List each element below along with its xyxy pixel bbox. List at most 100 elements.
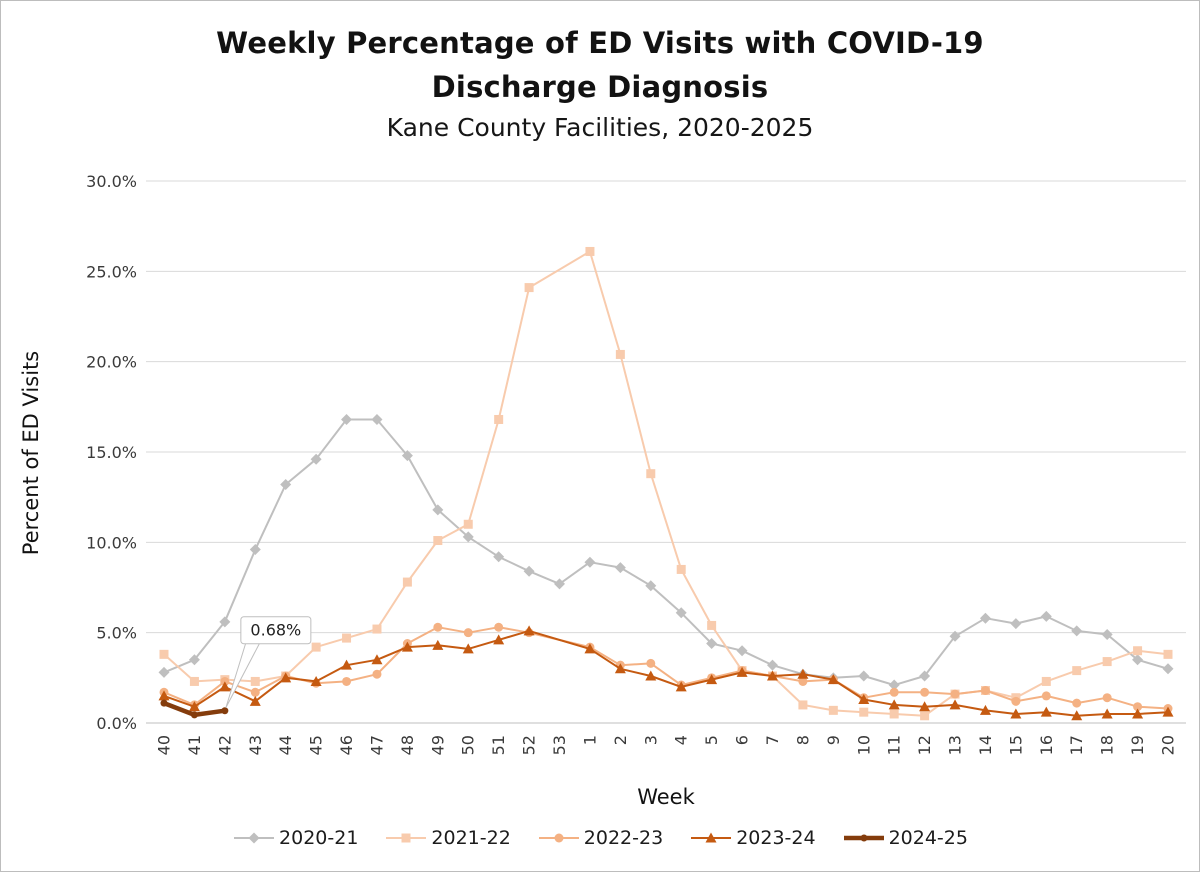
series-markers-2024-25 bbox=[160, 699, 229, 719]
marker-square-icon bbox=[707, 620, 717, 630]
marker-square-icon bbox=[159, 649, 169, 659]
marker-diamond-icon bbox=[341, 413, 353, 425]
marker-triangle-icon bbox=[249, 695, 261, 706]
marker-square-icon bbox=[524, 283, 534, 293]
marker-square-icon bbox=[585, 246, 595, 256]
marker-dot-icon bbox=[160, 699, 168, 707]
y-tick-label: 25.0% bbox=[86, 262, 137, 281]
marker-triangle-icon bbox=[584, 643, 596, 654]
annotation-label: 0.68% bbox=[250, 621, 301, 640]
legend-marker-diamond-icon bbox=[234, 832, 275, 844]
x-tick-label: 17 bbox=[1067, 735, 1086, 755]
x-tick-label: 9 bbox=[824, 735, 843, 745]
marker-circle-icon bbox=[250, 687, 260, 697]
marker-square-icon bbox=[401, 833, 411, 843]
chart-legend: 2020-21 2021-22 2022-23 2023-24 2024-25 bbox=[1, 827, 1199, 849]
marker-triangle-icon bbox=[1010, 708, 1022, 719]
x-tick-label: 2 bbox=[611, 735, 630, 745]
marker-square-icon bbox=[189, 676, 199, 686]
x-tick-label: 46 bbox=[337, 735, 356, 755]
x-tick-label: 18 bbox=[1098, 735, 1117, 755]
legend-item-2022-23: 2022-23 bbox=[537, 827, 663, 849]
marker-triangle-icon bbox=[1132, 708, 1144, 719]
marker-triangle-icon bbox=[949, 699, 961, 710]
legend-label: 2020-21 bbox=[279, 827, 359, 849]
marker-diamond-icon bbox=[1132, 654, 1144, 666]
callout-box bbox=[240, 616, 312, 645]
x-tick-label: 50 bbox=[459, 735, 478, 755]
marker-triangle-icon bbox=[797, 668, 809, 679]
marker-square-icon bbox=[463, 519, 473, 529]
marker-diamond-icon bbox=[158, 666, 170, 678]
marker-diamond-icon bbox=[248, 832, 260, 844]
marker-diamond-icon bbox=[919, 670, 931, 682]
marker-triangle-icon bbox=[493, 634, 505, 645]
marker-triangle-icon bbox=[1162, 706, 1174, 717]
x-tick-label: 52 bbox=[520, 735, 539, 755]
legend-item-2021-22: 2021-22 bbox=[384, 827, 511, 849]
marker-circle-icon bbox=[920, 687, 930, 697]
marker-square-icon bbox=[433, 536, 443, 546]
marker-square-icon bbox=[1041, 676, 1051, 686]
line-chart-plot-area: 0.0%5.0%10.0%15.0%20.0%25.0%30.0%40 41 42 4… bbox=[86, 172, 1186, 755]
marker-circle-icon bbox=[1102, 693, 1112, 703]
marker-triangle-icon bbox=[432, 639, 444, 650]
chart-subtitle: Kane County Facilities, 2020-2025 bbox=[386, 113, 814, 142]
marker-diamond-icon bbox=[675, 607, 687, 619]
y-tick-label: 5.0% bbox=[96, 624, 137, 643]
x-tick-label: 48 bbox=[398, 735, 417, 755]
marker-circle-icon bbox=[646, 658, 656, 668]
marker-triangle-icon bbox=[158, 690, 170, 701]
marker-square-icon bbox=[615, 349, 625, 359]
marker-diamond-icon bbox=[645, 580, 657, 592]
marker-circle-icon bbox=[433, 622, 443, 632]
marker-diamond-icon bbox=[249, 544, 261, 556]
marker-dot-icon bbox=[860, 834, 868, 842]
marker-triangle-icon bbox=[919, 701, 931, 712]
chart-header: Weekly Percentage of ED Visits with COVI… bbox=[1, 21, 1199, 142]
marker-square-icon bbox=[342, 633, 352, 643]
x-tick-label: 1 bbox=[580, 735, 599, 745]
marker-triangle-icon bbox=[1071, 710, 1083, 721]
marker-triangle-icon bbox=[341, 659, 353, 670]
legend-label: 2023-24 bbox=[736, 827, 816, 849]
y-tick-label: 10.0% bbox=[86, 533, 137, 552]
marker-triangle-icon bbox=[645, 670, 657, 681]
marker-triangle-icon bbox=[675, 681, 687, 692]
x-tick-label: 12 bbox=[915, 735, 934, 755]
x-tick-label: 42 bbox=[215, 735, 234, 755]
marker-diamond-icon bbox=[1071, 625, 1083, 637]
marker-diamond-icon bbox=[493, 551, 505, 563]
marker-square-icon bbox=[859, 707, 869, 717]
marker-diamond-icon bbox=[706, 638, 718, 650]
marker-triangle-icon bbox=[188, 701, 200, 712]
marker-diamond-icon bbox=[858, 670, 870, 682]
marker-diamond-icon bbox=[310, 453, 322, 465]
series-markers-2021-22 bbox=[159, 246, 1173, 721]
marker-square-icon bbox=[646, 469, 656, 479]
marker-diamond-icon bbox=[1040, 610, 1052, 622]
x-tick-label: 40 bbox=[155, 735, 174, 755]
x-tick-label: 15 bbox=[1006, 735, 1025, 755]
legend-label: 2024-25 bbox=[888, 827, 968, 849]
x-tick-label: 53 bbox=[550, 735, 569, 755]
marker-circle-icon bbox=[1133, 702, 1143, 712]
marker-diamond-icon bbox=[401, 450, 413, 462]
marker-triangle-icon bbox=[523, 625, 535, 636]
marker-square-icon bbox=[402, 577, 412, 587]
marker-square-icon bbox=[311, 642, 321, 652]
marker-diamond-icon bbox=[432, 504, 444, 516]
x-tick-label: 5 bbox=[702, 735, 721, 745]
legend-item-2024-25: 2024-25 bbox=[842, 827, 968, 849]
marker-triangle-icon bbox=[219, 681, 231, 692]
marker-triangle-icon bbox=[1040, 706, 1052, 717]
x-tick-label: 8 bbox=[793, 735, 812, 745]
marker-triangle-icon bbox=[280, 672, 292, 683]
legend-item-2023-24: 2023-24 bbox=[689, 827, 816, 849]
x-tick-label: 3 bbox=[641, 735, 660, 745]
marker-diamond-icon bbox=[1101, 628, 1113, 640]
series-markers-2020-21 bbox=[158, 413, 1174, 691]
marker-square-icon bbox=[676, 564, 686, 574]
legend-marker-square-icon bbox=[386, 833, 427, 843]
